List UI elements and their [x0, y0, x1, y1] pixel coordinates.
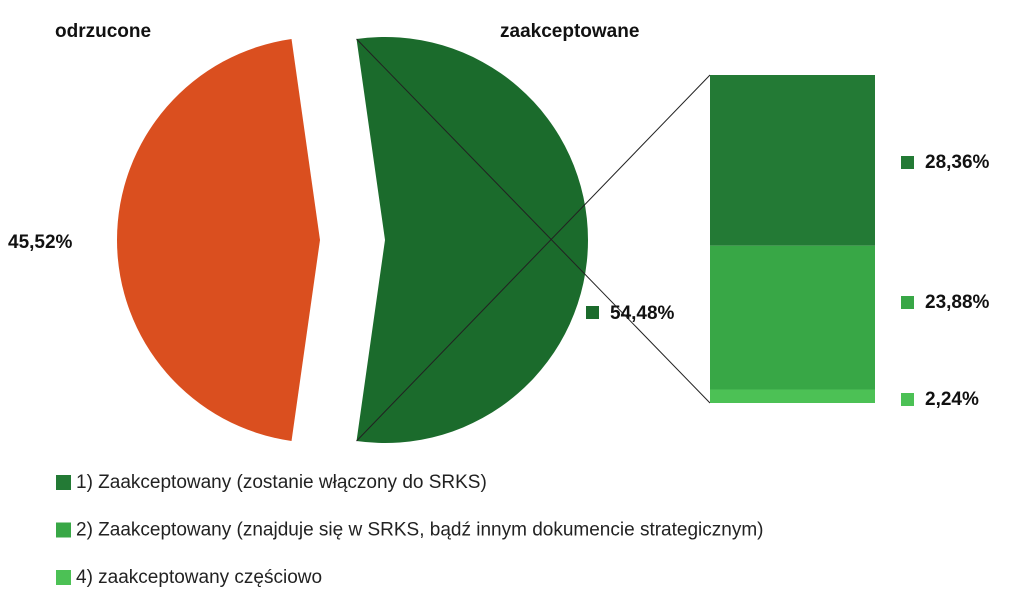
label-key [901, 296, 914, 309]
connector [356, 74, 711, 442]
pie-slice [117, 39, 321, 441]
bar-segment [710, 389, 875, 403]
legend-key [56, 475, 71, 490]
connector [356, 38, 711, 404]
pie-slice [356, 37, 588, 443]
legend-label: 1) Zaakceptowany (zostanie włączony do S… [76, 472, 487, 493]
data-label: 28,36% [925, 152, 990, 173]
legend-key [56, 570, 71, 585]
legend-key [56, 522, 71, 538]
data-label: 54,48% [610, 303, 675, 324]
data-label: 2,24% [925, 389, 979, 410]
legend-label: 2) Zaakceptowany (znajduje się w SRKS, b… [76, 520, 763, 541]
bar-segment [710, 75, 875, 246]
legend-label: 4) zaakceptowany częściowo [76, 567, 322, 588]
data-label: 45,52% [8, 232, 73, 253]
data-label: 23,88% [925, 292, 990, 313]
label-key [586, 306, 599, 319]
bar-segment [710, 245, 875, 390]
category-label: odrzucone [55, 21, 151, 42]
label-key [901, 156, 914, 169]
category-label: zaakceptowane [500, 21, 639, 42]
label-key [901, 393, 914, 406]
